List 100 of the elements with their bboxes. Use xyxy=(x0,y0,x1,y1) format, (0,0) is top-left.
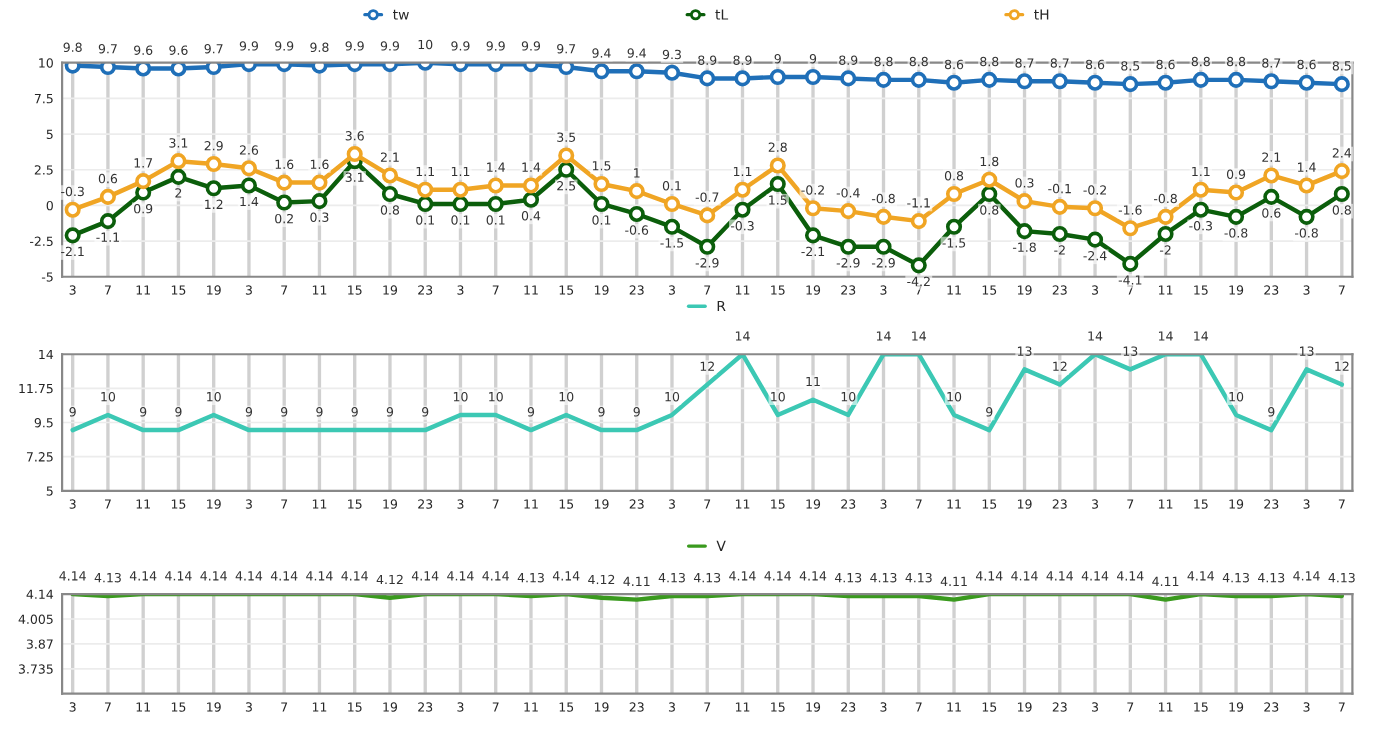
point xyxy=(64,227,81,244)
point xyxy=(840,238,857,255)
point xyxy=(804,227,822,244)
point xyxy=(1122,220,1139,237)
point xyxy=(240,177,258,194)
point xyxy=(628,205,645,223)
point xyxy=(699,238,716,255)
point xyxy=(769,68,786,86)
point xyxy=(628,183,645,200)
point xyxy=(99,188,116,205)
point xyxy=(699,70,716,87)
point xyxy=(522,177,540,194)
point xyxy=(558,147,575,164)
point xyxy=(1051,198,1068,215)
point xyxy=(1016,73,1033,90)
point xyxy=(1016,223,1033,240)
point xyxy=(1228,71,1245,88)
point xyxy=(346,145,363,163)
point xyxy=(628,63,645,80)
point xyxy=(1263,188,1280,205)
point xyxy=(1192,181,1209,198)
point xyxy=(1086,231,1104,248)
point xyxy=(875,238,892,255)
point xyxy=(981,71,998,88)
point xyxy=(875,208,892,225)
point xyxy=(593,195,610,213)
point xyxy=(417,181,434,198)
point xyxy=(1122,255,1139,272)
point xyxy=(558,161,575,178)
point xyxy=(205,155,222,173)
point xyxy=(1157,225,1174,243)
point xyxy=(593,175,610,193)
point xyxy=(981,185,998,203)
point xyxy=(1086,74,1104,91)
point xyxy=(840,203,857,220)
point xyxy=(1263,167,1280,184)
point xyxy=(1192,71,1209,88)
point xyxy=(699,207,716,224)
point xyxy=(1016,193,1033,210)
point xyxy=(311,193,328,210)
point xyxy=(205,180,222,197)
point xyxy=(311,174,328,191)
point xyxy=(135,62,152,77)
point xyxy=(487,177,504,194)
point xyxy=(734,70,751,87)
point xyxy=(1298,177,1315,194)
point xyxy=(910,257,927,274)
point xyxy=(1157,208,1174,225)
point xyxy=(1051,225,1068,243)
point xyxy=(99,62,116,76)
point xyxy=(170,153,187,170)
point xyxy=(663,218,681,235)
point xyxy=(381,185,399,203)
point xyxy=(663,64,681,81)
point xyxy=(769,157,786,174)
point xyxy=(99,213,116,230)
point xyxy=(1333,163,1350,180)
point xyxy=(1051,73,1068,90)
point xyxy=(452,195,469,213)
point xyxy=(981,171,998,188)
point xyxy=(804,200,822,217)
point xyxy=(64,201,81,218)
point xyxy=(64,62,81,74)
point xyxy=(240,160,258,177)
point xyxy=(417,195,434,213)
point xyxy=(487,195,504,213)
point xyxy=(1298,74,1315,91)
point xyxy=(734,181,751,198)
point xyxy=(276,194,293,211)
point xyxy=(452,181,469,198)
point xyxy=(1192,201,1209,218)
point xyxy=(522,191,540,208)
point xyxy=(1333,185,1350,203)
point xyxy=(734,201,751,218)
point xyxy=(1086,200,1104,217)
point xyxy=(170,168,187,185)
point xyxy=(1228,208,1245,225)
point xyxy=(276,174,293,191)
point xyxy=(945,74,963,91)
point xyxy=(1157,74,1174,91)
point xyxy=(593,63,610,80)
point xyxy=(1333,76,1350,93)
point xyxy=(910,213,927,230)
point xyxy=(205,62,222,76)
point xyxy=(135,173,152,190)
point xyxy=(381,167,399,184)
point xyxy=(170,62,187,77)
point xyxy=(804,68,822,86)
point xyxy=(663,195,681,213)
point xyxy=(945,185,963,203)
point xyxy=(945,218,963,235)
point xyxy=(1298,208,1315,225)
point xyxy=(769,175,786,193)
point xyxy=(1228,184,1245,201)
point xyxy=(1263,73,1280,90)
line-series xyxy=(70,354,1345,433)
point xyxy=(311,62,328,74)
point xyxy=(910,71,927,88)
point xyxy=(875,71,892,88)
point xyxy=(840,70,857,87)
